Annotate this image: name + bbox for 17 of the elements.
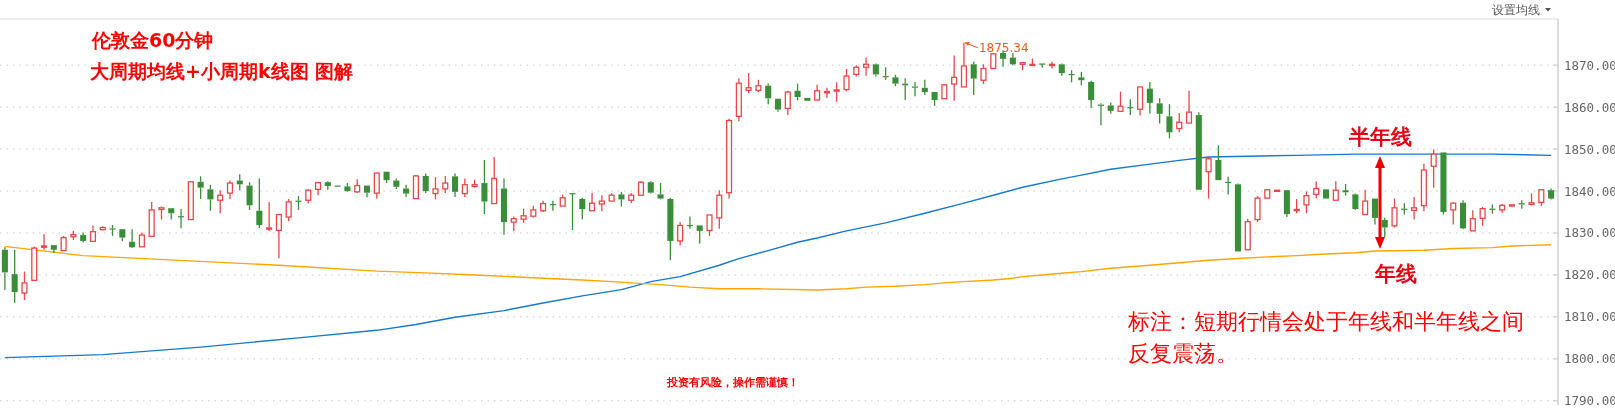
y-tick-label: 1850.00 — [1564, 141, 1615, 157]
y-tick-label: 1790.00 — [1564, 393, 1615, 409]
y-tick-label: 1820.00 — [1564, 267, 1615, 283]
series-name: 年线 — [1375, 262, 1417, 286]
annotation: 1875.34 — [978, 40, 1029, 55]
series-name: 半年线 — [1348, 125, 1412, 150]
text: 设置均线 — [1492, 3, 1540, 17]
text: 伦敦金60分钟 — [91, 29, 214, 51]
annotation: 标注：短期行情会处于年线和半年线之间反复震荡。 — [1128, 308, 1525, 368]
y-tick-label: 1860.00 — [1564, 99, 1615, 115]
text: 大周期均线+小周期k线图 图解 — [90, 60, 354, 82]
y-tick-label: 1870.00 — [1564, 57, 1615, 73]
y-tick-label: 1840.00 — [1564, 183, 1615, 199]
annotation: 投资有风险，操作需谨慎！ — [666, 376, 799, 389]
y-tick-label: 1800.00 — [1564, 351, 1615, 367]
y-tick-label: 1830.00 — [1564, 225, 1615, 241]
y-tick-label: 1810.00 — [1564, 309, 1615, 325]
